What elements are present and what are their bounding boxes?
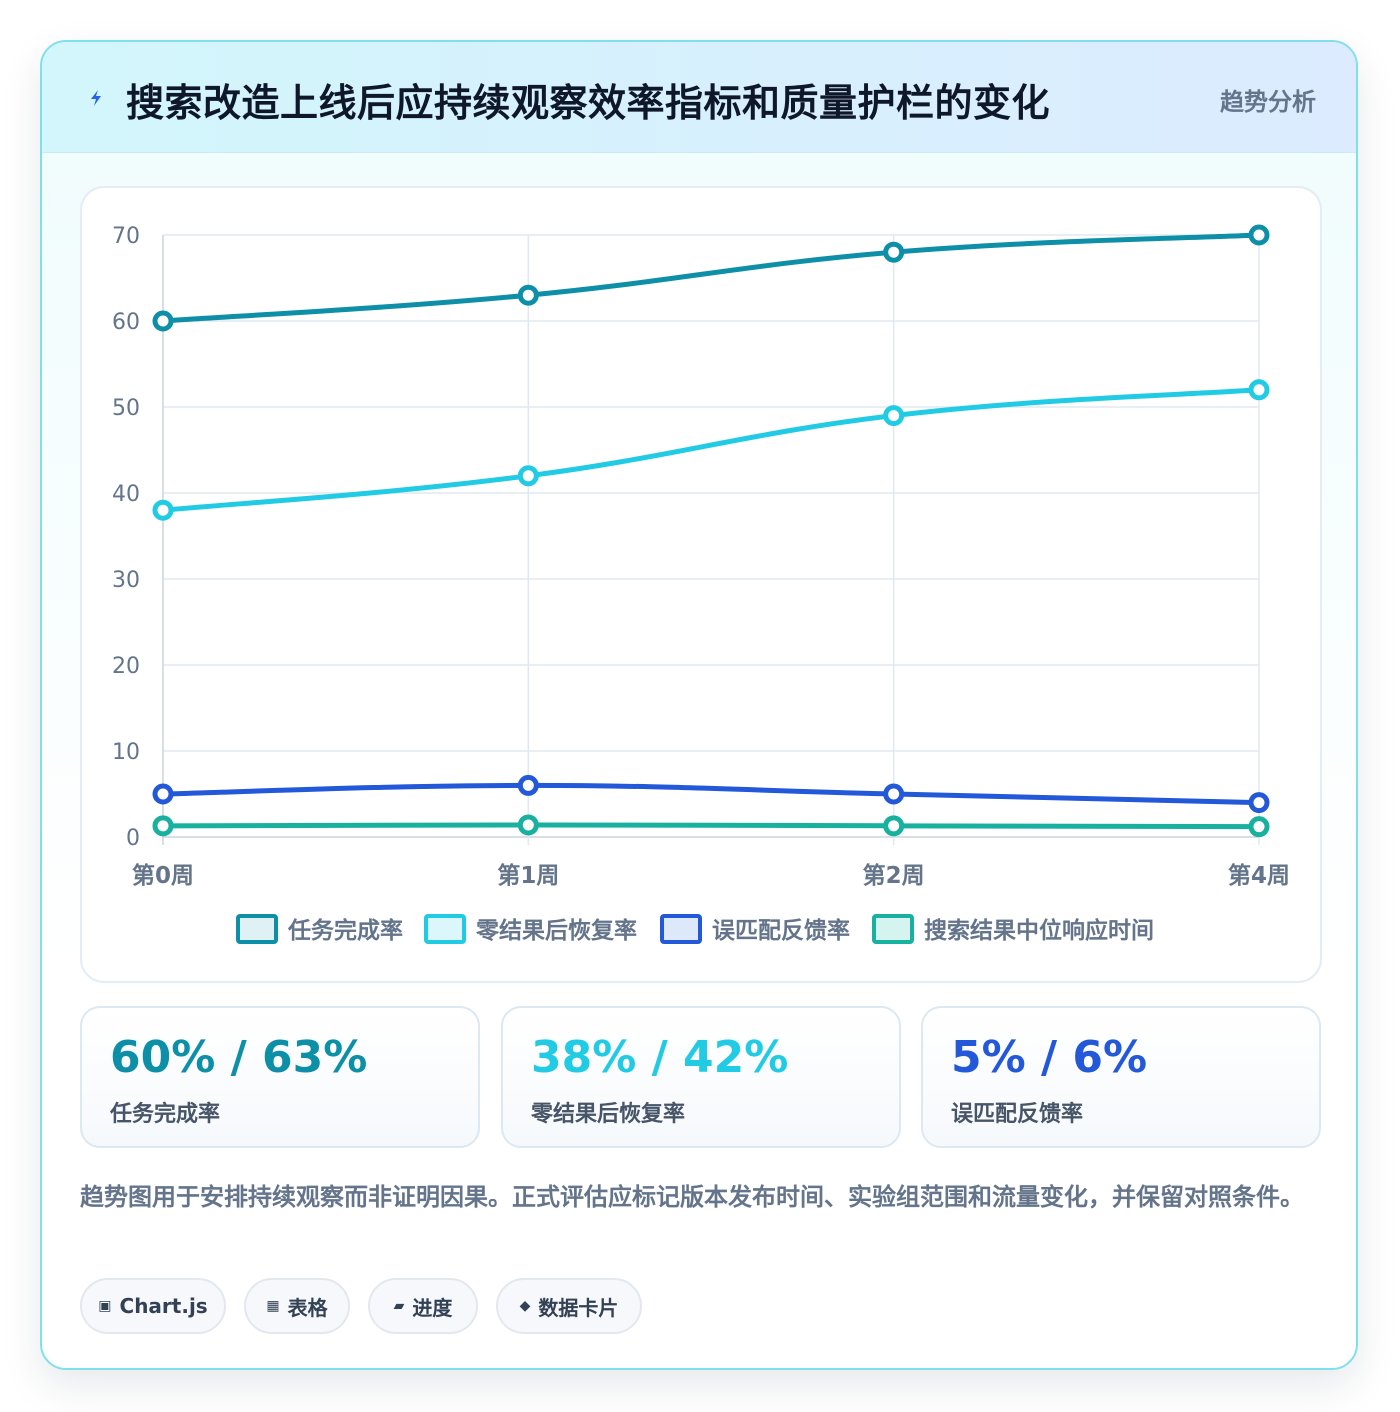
x-tick-label: 第1周 <box>497 862 559 889</box>
chart-card: 搜索改造上线后应持续观察效率指标和质量护栏的变化 趋势分析 0 10 20 30 40 5… <box>40 40 1358 1370</box>
data-point <box>1248 792 1270 814</box>
data-point <box>1248 379 1270 401</box>
lightning-icon <box>91 90 101 106</box>
data-point <box>1248 224 1270 246</box>
card-header: 搜索改造上线后应持续观察效率指标和质量护栏的变化 趋势分析 <box>42 42 1356 153</box>
data-point <box>883 783 905 805</box>
stat-value: 5% / 6% <box>951 1032 1148 1083</box>
y-tick-label: 20 <box>112 654 140 679</box>
chip-label: 数据卡片 <box>538 1295 619 1320</box>
y-tick-label: 70 <box>112 224 140 249</box>
chart-note: 趋势图用于安排持续观察而非证明因果。正式评估应标记版本发布时间、实验组范围和流量… <box>80 1183 1304 1211</box>
data-point <box>883 241 905 263</box>
y-tick-label: 30 <box>112 568 140 593</box>
chip-data-card[interactable]: ◆ 数据卡片 <box>496 1278 642 1334</box>
stat-label: 误匹配反馈率 <box>951 1102 1084 1127</box>
chart-panel: 0 10 20 30 40 50 60 70 第0周 第1周 第2周 第4周任务完成率 零结果后恢复率 误… <box>80 186 1322 983</box>
data-point <box>152 815 174 837</box>
legend-label: 误匹配反馈率 <box>712 917 850 944</box>
stat-value: 38% / 42% <box>531 1032 789 1083</box>
legend-swatch <box>424 914 466 944</box>
stat-card-mismatch-feedback: 5% / 6% 误匹配反馈率 <box>921 1006 1321 1148</box>
x-tick-label: 第4周 <box>1228 862 1290 889</box>
chart-icon: ▣ <box>98 1298 112 1314</box>
header-tag: 趋势分析 <box>1220 88 1316 116</box>
data-point <box>517 465 539 487</box>
x-tick-label: 第0周 <box>132 862 194 889</box>
legend-label: 任务完成率 <box>287 917 403 944</box>
data-point <box>152 310 174 332</box>
chip-label: Chart.js <box>119 1294 208 1318</box>
y-tick-label: 50 <box>112 396 140 421</box>
data-point <box>1248 816 1270 838</box>
chip-progress[interactable]: ▰ 进度 <box>368 1278 478 1334</box>
data-point <box>152 783 174 805</box>
page-title: 搜索改造上线后应持续观察效率指标和质量护栏的变化 <box>126 81 1051 125</box>
legend-swatch <box>660 914 702 944</box>
x-tick-label: 第2周 <box>863 862 925 889</box>
series-line-2 <box>160 782 1262 806</box>
progress-icon: ▰ <box>393 1298 405 1314</box>
y-tick-label: 0 <box>126 826 140 851</box>
stat-label: 零结果后恢复率 <box>531 1102 686 1127</box>
y-tick-label: 10 <box>112 740 140 765</box>
series-line-1 <box>160 387 1262 513</box>
legend-swatch <box>872 914 914 944</box>
legend-swatch <box>236 914 278 944</box>
data-point <box>152 499 174 521</box>
legend-label: 零结果后恢复率 <box>475 917 637 944</box>
diamond-icon: ◆ <box>519 1298 531 1314</box>
chip-label: 进度 <box>412 1295 453 1320</box>
series-line-0 <box>160 232 1262 324</box>
legend-label: 搜索结果中位响应时间 <box>924 917 1154 944</box>
chip-label: 表格 <box>287 1295 328 1320</box>
stat-card-zero-result-recovery: 38% / 42% 零结果后恢复率 <box>501 1006 901 1148</box>
table-icon: ▦ <box>266 1298 280 1314</box>
stat-value: 60% / 63% <box>110 1032 368 1083</box>
stat-label: 任务完成率 <box>110 1102 221 1127</box>
data-point <box>517 284 539 306</box>
series-line-3 <box>160 822 1262 830</box>
chip-table[interactable]: ▦ 表格 <box>244 1278 350 1334</box>
data-point <box>883 815 905 837</box>
y-tick-label: 40 <box>112 482 140 507</box>
data-point <box>883 405 905 427</box>
data-point <box>517 814 539 836</box>
chip-chartjs[interactable]: ▣ Chart.js <box>80 1278 226 1334</box>
stat-card-task-completion: 60% / 63% 任务完成率 <box>80 1006 480 1148</box>
data-point <box>517 774 539 796</box>
y-tick-label: 60 <box>112 310 140 335</box>
